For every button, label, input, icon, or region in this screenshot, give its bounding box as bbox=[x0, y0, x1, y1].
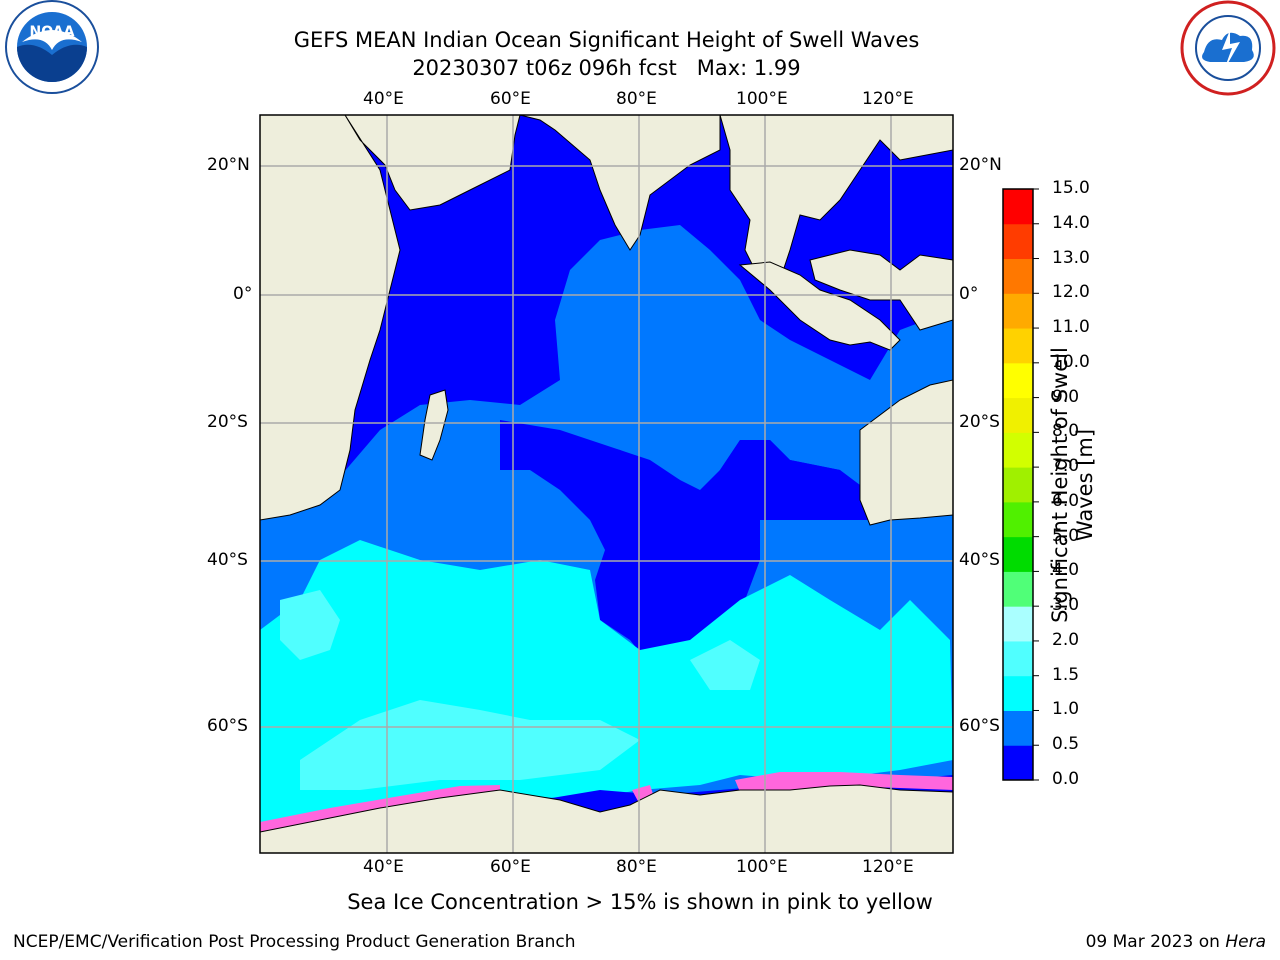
colorbar-title-line-2: Waves [m] bbox=[1073, 428, 1097, 542]
lat-tick-left-40s: 40°S bbox=[207, 550, 248, 570]
lat-tick-right-20n: 20°N bbox=[959, 155, 1002, 175]
lat-tick-right-20s: 20°S bbox=[959, 412, 1000, 432]
colorbar-level-label: 10.0 bbox=[1052, 351, 1090, 372]
lon-tick-top-80e: 80°E bbox=[616, 89, 657, 109]
nws-logo bbox=[1180, 0, 1276, 96]
colorbar-swatch bbox=[1003, 397, 1033, 433]
colorbar-swatch bbox=[1003, 467, 1033, 503]
land-india bbox=[519, 115, 721, 251]
sea-ice-band-east bbox=[735, 772, 953, 792]
colorbar-level-label: 14.0 bbox=[1052, 212, 1090, 233]
colorbar-swatch bbox=[1003, 362, 1033, 399]
lon-tick-bottom-40e: 40°E bbox=[363, 857, 404, 877]
colorbar-title: Significant Height of Swell Waves [m] bbox=[1048, 335, 1108, 635]
land-antarctica bbox=[260, 784, 953, 853]
title-line-2: 20230307 t06z 096h fcst Max: 1.99 bbox=[412, 56, 801, 80]
lat-tick-left-0: 0° bbox=[233, 284, 253, 304]
footer-host: Hera bbox=[1225, 932, 1266, 952]
colorbar-level-label: 5.0 bbox=[1052, 525, 1080, 546]
land-australia bbox=[859, 379, 953, 526]
colorbar-swatch bbox=[1003, 745, 1033, 781]
colorbar-title-line-1: Significant Height of Swell bbox=[1048, 347, 1072, 623]
colorbar-swatch bbox=[1003, 606, 1033, 642]
swell-zone-1.5-2.0-southeast bbox=[690, 640, 760, 690]
lat-tick-left-20n: 20°N bbox=[207, 155, 250, 175]
noaa-logo: NOAA bbox=[5, 0, 99, 94]
colorbar-swatch bbox=[1003, 432, 1033, 468]
colorbar-swatch bbox=[1003, 571, 1033, 607]
land-southeast-asia bbox=[719, 115, 953, 281]
colorbar-level-label: 13.0 bbox=[1052, 247, 1090, 268]
land-africa-arabia bbox=[260, 115, 521, 521]
lat-tick-right-0: 0° bbox=[959, 284, 979, 304]
title-line-1: GEFS MEAN Indian Ocean Significant Heigh… bbox=[293, 28, 920, 52]
colorbar-level-label: 4.0 bbox=[1052, 560, 1080, 581]
land-indonesia bbox=[738, 249, 953, 351]
noaa-logo-text: NOAA bbox=[30, 24, 75, 40]
lon-tick-bottom-80e: 80°E bbox=[616, 857, 657, 877]
colorbar-swatch bbox=[1003, 223, 1033, 260]
colorbar-swatch bbox=[1003, 675, 1033, 711]
footer-date: 09 Mar 2023 on Hera bbox=[1086, 932, 1266, 952]
swell-zone-1.5-2.0-west bbox=[280, 590, 340, 660]
lon-tick-bottom-60e: 60°E bbox=[490, 857, 531, 877]
footer-date-text: 09 Mar 2023 on bbox=[1085, 932, 1226, 952]
lat-tick-right-40s: 40°S bbox=[959, 550, 1000, 570]
footer-producer: NCEP/EMC/Verification Post Processing Pr… bbox=[13, 932, 576, 952]
lon-tick-bottom-120e: 120°E bbox=[862, 857, 914, 877]
map-area bbox=[260, 115, 953, 853]
map-gridlines bbox=[260, 115, 953, 853]
lon-tick-top-100e: 100°E bbox=[736, 89, 788, 109]
colorbar-level-label: 2.0 bbox=[1052, 629, 1080, 650]
colorbar-swatch bbox=[1003, 258, 1033, 294]
colorbar-level-label: 6.0 bbox=[1052, 490, 1080, 511]
colorbar-level-label: 0.0 bbox=[1052, 769, 1080, 789]
colorbar-swatch bbox=[1003, 189, 1033, 225]
colorbar-level-label: 1.5 bbox=[1052, 664, 1080, 685]
colorbar-level-label: 9.0 bbox=[1052, 386, 1080, 407]
lat-tick-right-60s: 60°S bbox=[959, 716, 1000, 736]
swell-zone-0-0.5 bbox=[500, 420, 860, 665]
swell-zone-0.5-1.0 bbox=[260, 225, 953, 580]
map-frame bbox=[259, 114, 954, 854]
lon-tick-top-40e: 40°E bbox=[363, 89, 404, 109]
colorbar-swatch bbox=[1003, 501, 1033, 538]
lat-tick-left-60s: 60°S bbox=[207, 716, 248, 736]
land-madagascar bbox=[419, 389, 449, 461]
lon-tick-top-120e: 120°E bbox=[862, 89, 914, 109]
lon-tick-top-60e: 60°E bbox=[490, 89, 531, 109]
sea-ice-caption: Sea Ice Concentration > 15% is shown in … bbox=[347, 890, 933, 914]
colorbar-level-label: 12.0 bbox=[1052, 282, 1090, 303]
colorbar-swatch bbox=[1003, 536, 1033, 572]
lat-tick-left-20s: 20°S bbox=[207, 412, 248, 432]
colorbar-level-label: 7.0 bbox=[1052, 456, 1080, 477]
map-title: GEFS MEAN Indian Ocean Significant Heigh… bbox=[0, 26, 1213, 82]
colorbar-level-label: 1.0 bbox=[1052, 699, 1080, 720]
swell-zone-1.5-2.0-southwest bbox=[300, 700, 640, 790]
colorbar-level-label: 8.0 bbox=[1052, 421, 1080, 442]
colorbar-swatch bbox=[1003, 710, 1033, 746]
colorbar-level-label: 3.0 bbox=[1052, 595, 1080, 616]
colorbar-frame bbox=[1002, 188, 1034, 781]
colorbar-level-label: 0.5 bbox=[1052, 734, 1080, 755]
colorbar-swatch bbox=[1003, 640, 1033, 677]
colorbar-level-label: 15.0 bbox=[1052, 178, 1090, 198]
colorbar-swatch bbox=[1003, 328, 1033, 364]
lon-tick-bottom-100e: 100°E bbox=[736, 857, 788, 877]
colorbar bbox=[1003, 188, 1039, 781]
colorbar-level-label: 11.0 bbox=[1052, 317, 1090, 338]
sea-ice-band-west bbox=[260, 785, 500, 832]
colorbar-swatch bbox=[1003, 293, 1033, 329]
